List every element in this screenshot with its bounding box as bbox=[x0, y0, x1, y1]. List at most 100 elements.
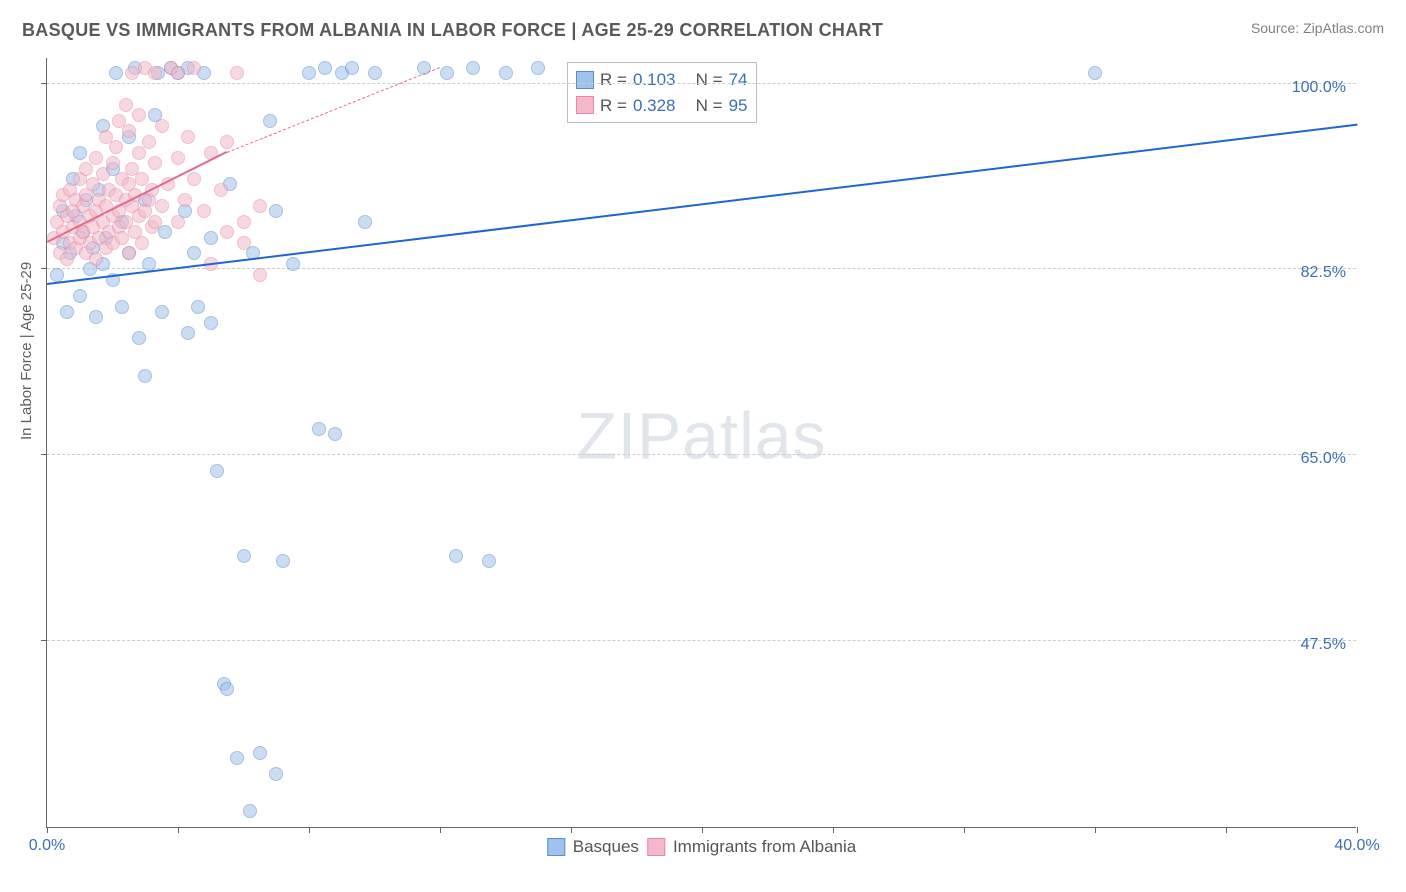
legend-label: Immigrants from Albania bbox=[673, 837, 856, 857]
scatter-point bbox=[155, 305, 169, 319]
scatter-point bbox=[122, 124, 136, 138]
scatter-point bbox=[138, 369, 152, 383]
scatter-point bbox=[73, 146, 87, 160]
scatter-point bbox=[466, 61, 480, 75]
scatter-point bbox=[214, 183, 228, 197]
scatter-point bbox=[148, 215, 162, 229]
scatter-point bbox=[318, 61, 332, 75]
scatter-point bbox=[197, 204, 211, 218]
source-label: Source: ZipAtlas.com bbox=[1251, 20, 1384, 36]
scatter-point bbox=[230, 66, 244, 80]
ytick-label: 82.5% bbox=[1301, 264, 1346, 282]
legend-stat-row: R = 0.103 N = 74 bbox=[576, 67, 748, 93]
trend-line bbox=[227, 67, 440, 153]
legend-swatch bbox=[647, 838, 665, 856]
legend-stat-row: R = 0.328 N = 95 bbox=[576, 93, 748, 119]
scatter-point bbox=[155, 119, 169, 133]
scatter-point bbox=[440, 66, 454, 80]
scatter-point bbox=[115, 300, 129, 314]
scatter-point bbox=[358, 215, 372, 229]
xtick-mark bbox=[702, 827, 703, 833]
scatter-point bbox=[328, 427, 342, 441]
scatter-point bbox=[269, 204, 283, 218]
scatter-point bbox=[181, 130, 195, 144]
scatter-point bbox=[263, 114, 277, 128]
gridline-h bbox=[47, 83, 1356, 84]
watermark: ZIPatlas bbox=[576, 397, 826, 473]
trend-line bbox=[47, 124, 1357, 285]
scatter-point bbox=[89, 151, 103, 165]
scatter-point bbox=[178, 193, 192, 207]
xtick-mark bbox=[309, 827, 310, 833]
scatter-point bbox=[158, 225, 172, 239]
xtick-mark bbox=[833, 827, 834, 833]
ytick-mark bbox=[41, 268, 47, 269]
scatter-point bbox=[204, 316, 218, 330]
y-axis-label: In Labor Force | Age 25-29 bbox=[18, 262, 35, 440]
gridline-h bbox=[47, 268, 1356, 269]
scatter-point bbox=[269, 767, 283, 781]
ytick-label: 100.0% bbox=[1292, 79, 1346, 97]
scatter-point bbox=[142, 135, 156, 149]
scatter-point bbox=[499, 66, 513, 80]
ytick-mark bbox=[41, 640, 47, 641]
scatter-point bbox=[243, 804, 257, 818]
ytick-label: 65.0% bbox=[1301, 450, 1346, 468]
scatter-point bbox=[148, 66, 162, 80]
scatter-point bbox=[449, 549, 463, 563]
scatter-point bbox=[253, 268, 267, 282]
scatter-point bbox=[132, 108, 146, 122]
scatter-point bbox=[482, 554, 496, 568]
scatter-point bbox=[122, 246, 136, 260]
scatter-point bbox=[135, 236, 149, 250]
scatter-point bbox=[187, 61, 201, 75]
xtick-label: 40.0% bbox=[1334, 837, 1379, 855]
xtick-mark bbox=[1095, 827, 1096, 833]
scatter-point bbox=[181, 326, 195, 340]
scatter-point bbox=[286, 257, 300, 271]
scatter-point bbox=[109, 66, 123, 80]
scatter-point bbox=[89, 310, 103, 324]
scatter-point bbox=[237, 236, 251, 250]
xtick-mark bbox=[47, 827, 48, 833]
legend-stats: R = 0.103 N = 74 R = 0.328 N = 95 bbox=[567, 62, 757, 123]
scatter-point bbox=[253, 746, 267, 760]
xtick-mark bbox=[571, 827, 572, 833]
scatter-point bbox=[148, 156, 162, 170]
scatter-point bbox=[368, 66, 382, 80]
xtick-mark bbox=[1357, 827, 1358, 833]
xtick-mark bbox=[964, 827, 965, 833]
scatter-point bbox=[230, 751, 244, 765]
gridline-h bbox=[47, 454, 1356, 455]
scatter-point bbox=[109, 140, 123, 154]
ytick-mark bbox=[41, 83, 47, 84]
scatter-point bbox=[187, 246, 201, 260]
legend-series: Basques Immigrants from Albania bbox=[547, 837, 856, 857]
ytick-mark bbox=[41, 454, 47, 455]
scatter-point bbox=[302, 66, 316, 80]
scatter-point bbox=[237, 549, 251, 563]
scatter-point bbox=[171, 215, 185, 229]
scatter-point bbox=[73, 289, 87, 303]
scatter-point bbox=[312, 422, 326, 436]
scatter-point bbox=[531, 61, 545, 75]
scatter-point bbox=[155, 199, 169, 213]
scatter-point bbox=[220, 225, 234, 239]
xtick-mark bbox=[178, 827, 179, 833]
scatter-point bbox=[345, 61, 359, 75]
scatter-point bbox=[132, 331, 146, 345]
scatter-point bbox=[237, 215, 251, 229]
scatter-point bbox=[253, 199, 267, 213]
scatter-point bbox=[171, 66, 185, 80]
gridline-h bbox=[47, 640, 1356, 641]
plot-area: ZIPatlas R = 0.103 N = 74 R = 0.328 N = … bbox=[46, 58, 1356, 828]
scatter-point bbox=[1088, 66, 1102, 80]
scatter-point bbox=[220, 135, 234, 149]
scatter-point bbox=[60, 305, 74, 319]
scatter-point bbox=[115, 231, 129, 245]
scatter-point bbox=[171, 151, 185, 165]
xtick-mark bbox=[440, 827, 441, 833]
scatter-point bbox=[220, 682, 234, 696]
scatter-point bbox=[125, 66, 139, 80]
scatter-point bbox=[210, 464, 224, 478]
